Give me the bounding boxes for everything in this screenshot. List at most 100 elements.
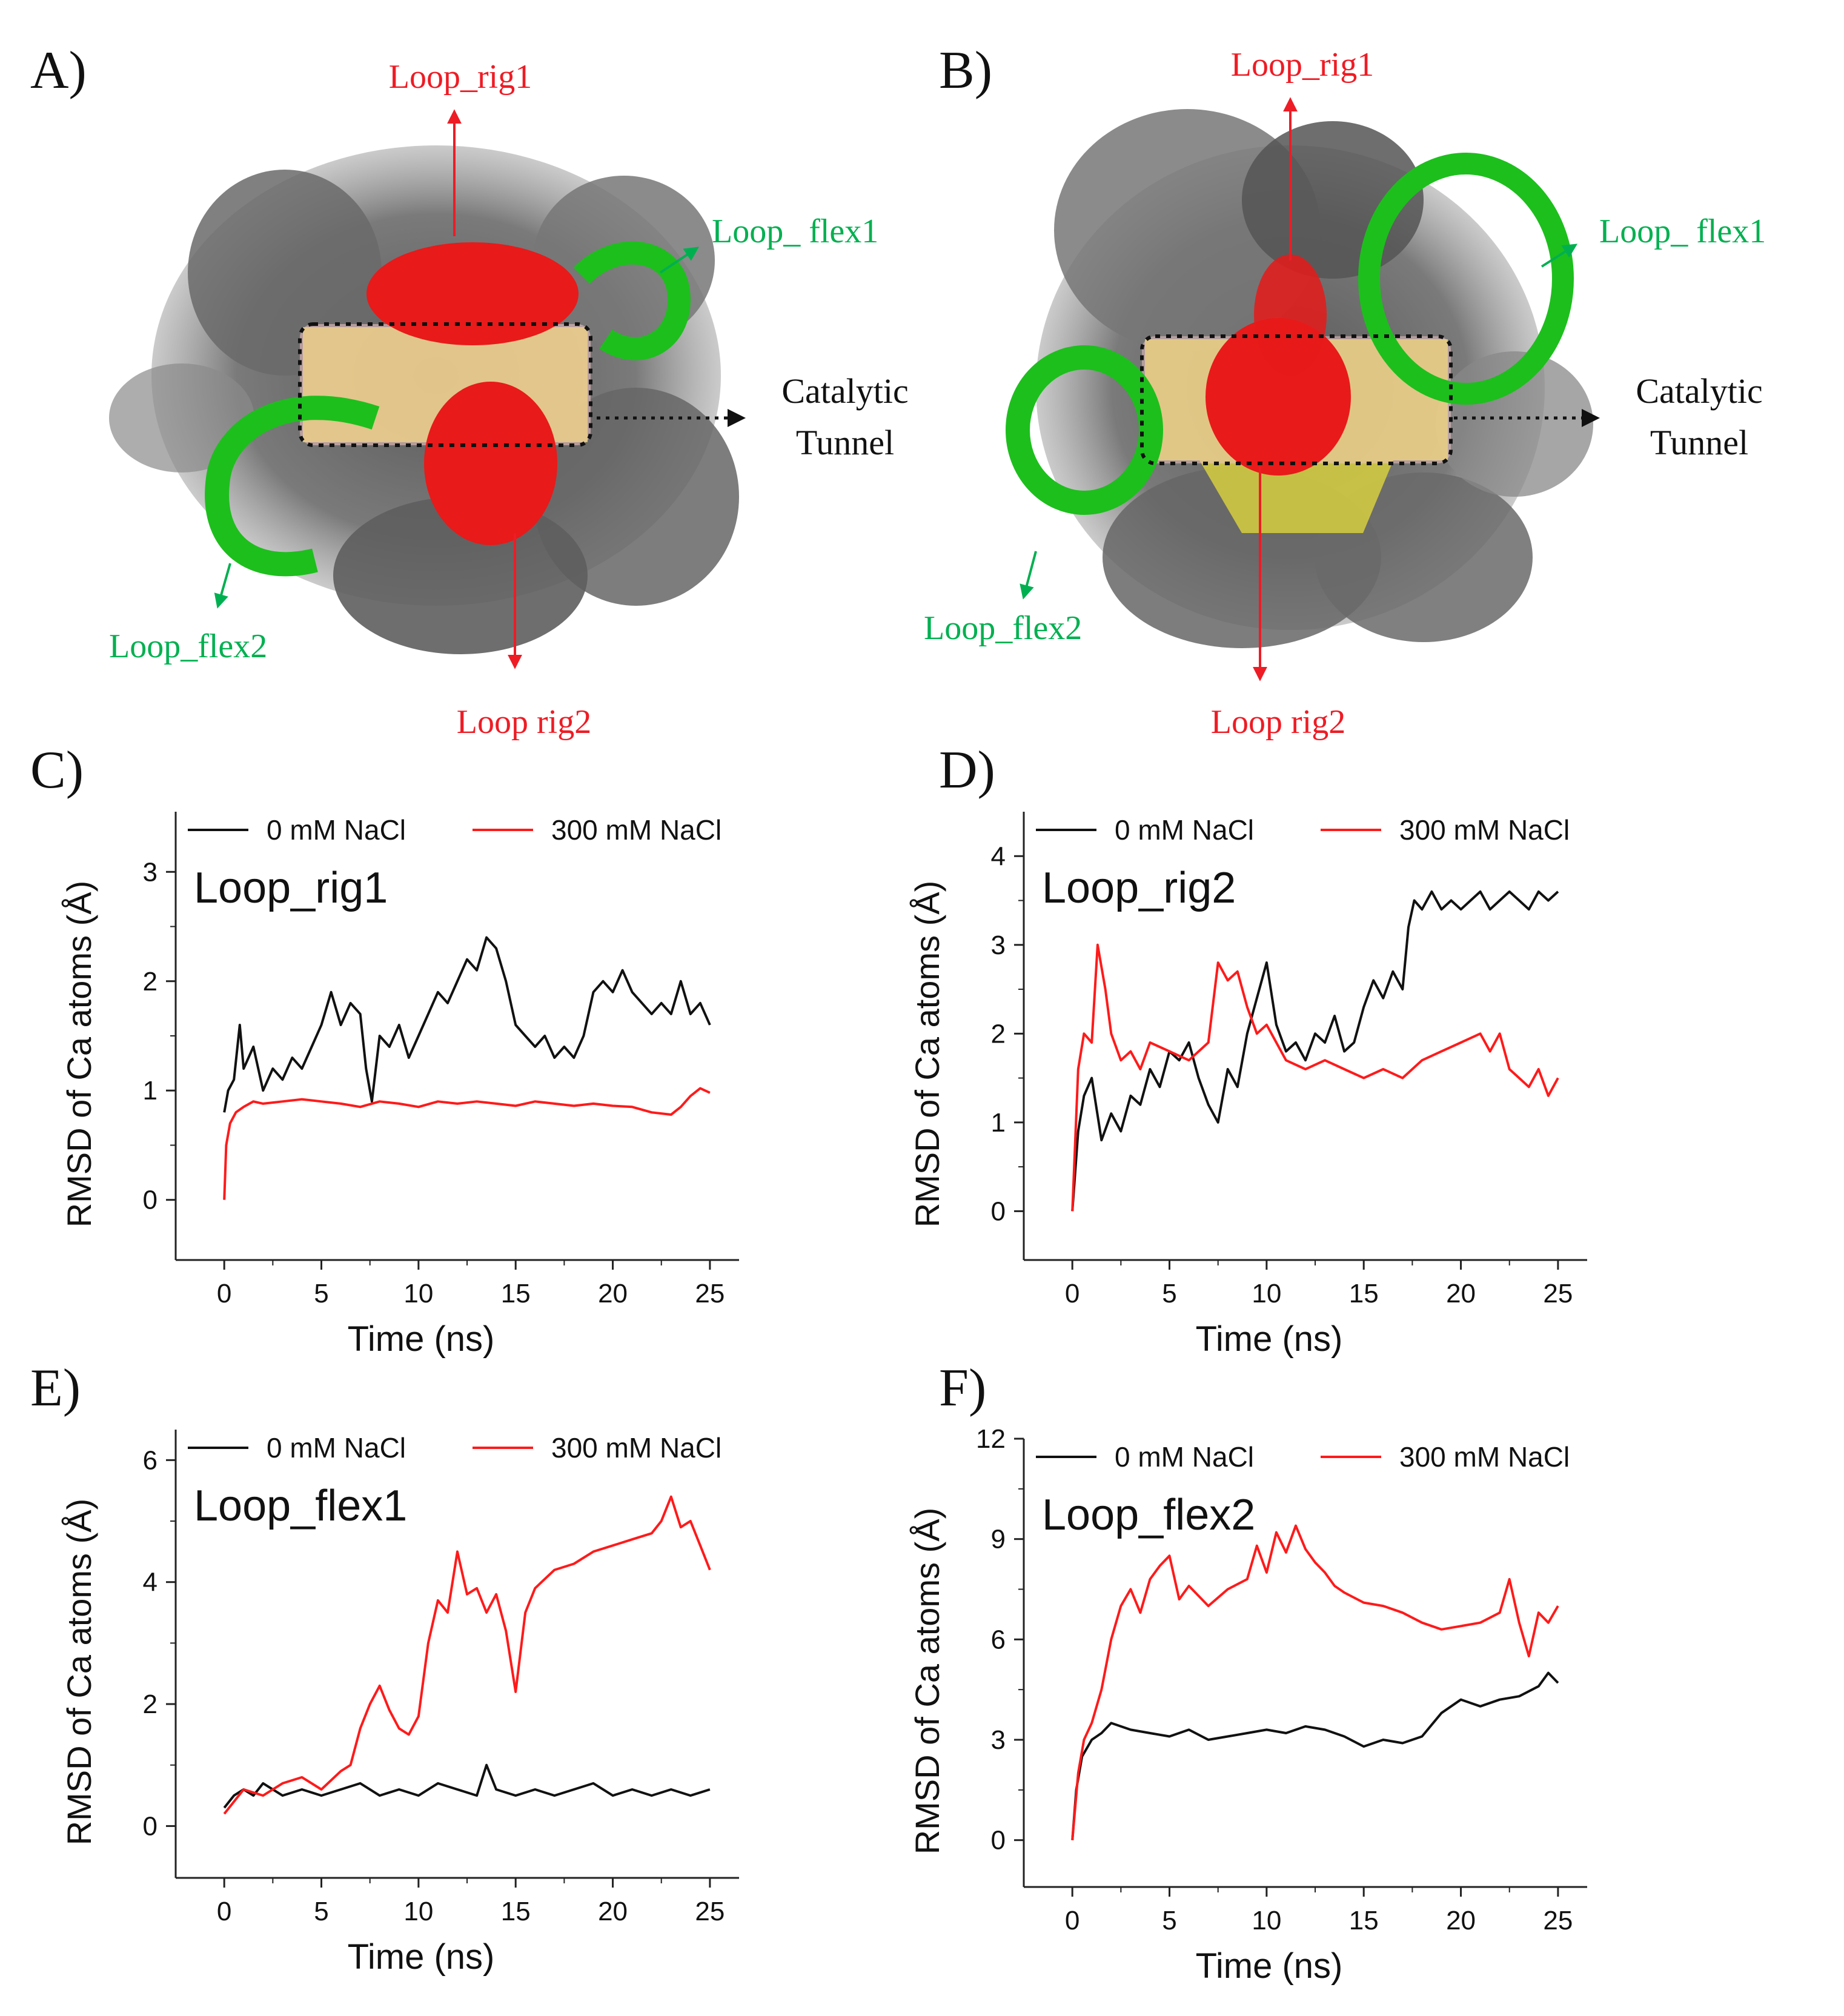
x-tick-label: 0 — [1065, 1279, 1080, 1308]
protein-cartoon-a — [109, 145, 739, 654]
y-tick-label: 3 — [143, 857, 158, 887]
series-line-300mM — [223, 1087, 711, 1200]
y-tick-label: 0 — [143, 1811, 158, 1841]
series-line-300mM — [1071, 943, 1559, 1212]
y-tick-label: 4 — [143, 1568, 158, 1597]
x-tick-label: 5 — [1162, 1906, 1176, 1935]
x-axis-label: Time (ns) — [1196, 1946, 1343, 1986]
series-line-0mM — [1071, 1671, 1559, 1840]
x-tick-label: 25 — [695, 1279, 725, 1308]
y-tick-label: 1 — [991, 1108, 1006, 1138]
label-loop-rig1-a: Loop_rig1 — [389, 58, 532, 96]
y-tick-label: 1 — [143, 1076, 158, 1106]
label-loop-flex1-a: Loop_ flex1 — [712, 213, 878, 250]
chart-loop-rig2: 0 5 10 15 20 25 0 1 2 3 4 Time (ns) RMSD of Ca atoms… — [908, 812, 1587, 1359]
label-tunnel-b-line2: Tunnel — [1650, 423, 1748, 462]
x-tick-label: 0 — [217, 1279, 231, 1308]
legend-label: 300 mM NaCl — [1399, 1441, 1570, 1473]
y-tick-label: 0 — [991, 1196, 1006, 1226]
x-tick-label: 20 — [598, 1279, 628, 1308]
x-tick-label: 15 — [501, 1897, 531, 1926]
x-tick-label: 10 — [403, 1897, 433, 1926]
series-line-0mM — [223, 936, 711, 1113]
x-tick-label: 0 — [217, 1897, 231, 1926]
panel-letter-c: C) — [30, 741, 84, 800]
legend-label: 300 mM NaCl — [551, 1432, 721, 1464]
y-tick-label: 0 — [143, 1185, 158, 1215]
label-loop-flex1-b: Loop_ flex1 — [1599, 213, 1766, 250]
y-tick-label: 6 — [991, 1625, 1006, 1654]
chart-loop-rig1: 0 5 10 15 20 25 0 1 2 3 Time (ns) RMSD of Ca atoms … — [60, 812, 739, 1359]
y-tick-label: 2 — [143, 1689, 158, 1719]
x-axis-label: Time (ns) — [348, 1937, 495, 1977]
x-tick-label: 15 — [1349, 1906, 1379, 1935]
loop-flex1-b — [1358, 153, 1574, 405]
panel-letter-f: F) — [939, 1359, 986, 1418]
y-axis-label: RMSD of Ca atoms (Å) — [908, 1508, 946, 1855]
label-tunnel-a-line2: Tunnel — [796, 423, 894, 462]
legend-label: 0 mM NaCl — [267, 814, 406, 846]
y-tick-label: 0 — [991, 1826, 1006, 1855]
label-tunnel-a-line1: Catalytic — [781, 371, 908, 411]
x-tick-label: 20 — [1446, 1279, 1476, 1308]
x-tick-label: 10 — [1252, 1906, 1281, 1935]
structure-panel-a: A) Loop_rig1 Loop rig2 Loop_ flex1 Loop_… — [30, 41, 909, 741]
label-loop-rig1-b: Loop_rig1 — [1231, 46, 1374, 84]
series-line-0mM — [1071, 890, 1559, 1212]
x-tick-label: 5 — [314, 1897, 328, 1926]
panel-letter-d: D) — [939, 741, 995, 800]
loop-flex2-b — [1006, 345, 1163, 515]
x-axis-label: Time (ns) — [348, 1319, 495, 1359]
x-tick-label: 10 — [1252, 1279, 1281, 1308]
chart-title: Loop_rig1 — [194, 864, 388, 912]
chart-loop-flex2: 0 5 10 15 20 25 0 3 6 9 12 Time (ns) RMSD of Ca atom… — [908, 1424, 1587, 1986]
y-axis-label: RMSD of Ca atoms (Å) — [60, 881, 98, 1228]
y-tick-label: 3 — [991, 1725, 1006, 1755]
x-tick-label: 5 — [314, 1279, 328, 1308]
label-tunnel-b-line1: Catalytic — [1636, 371, 1762, 411]
x-tick-label: 5 — [1162, 1279, 1176, 1308]
y-axis-label: RMSD of Ca atoms (Å) — [908, 881, 946, 1228]
y-tick-label: 2 — [991, 1019, 1006, 1049]
y-tick-label: 2 — [143, 967, 158, 996]
x-tick-label: 25 — [1543, 1906, 1573, 1935]
chart-title: Loop_flex1 — [194, 1482, 407, 1530]
y-tick-label: 4 — [991, 841, 1006, 871]
x-tick-label: 25 — [1543, 1279, 1573, 1308]
structure-panel-b: B) Loop_rig1 Loop rig2 Loop_ flex1 Loop_… — [924, 41, 1766, 741]
series-line-300mM — [223, 1495, 711, 1815]
x-tick-label: 15 — [501, 1279, 531, 1308]
x-tick-label: 0 — [1065, 1906, 1080, 1935]
x-axis-label: Time (ns) — [1196, 1319, 1343, 1359]
panel-letter-a: A) — [30, 41, 87, 100]
legend-label: 0 mM NaCl — [1115, 814, 1254, 846]
series-line-300mM — [1071, 1524, 1559, 1840]
panel-letter-b: B) — [939, 41, 992, 100]
chart-loop-flex1: 0 5 10 15 20 25 0 2 4 6 Time (ns) RMSD of Ca atoms … — [60, 1430, 739, 1977]
y-tick-label: 9 — [991, 1525, 1006, 1554]
y-axis-label: RMSD of Ca atoms (Å) — [60, 1499, 98, 1846]
label-loop-rig2-a: Loop rig2 — [457, 703, 591, 741]
label-loop-rig2-b: Loop rig2 — [1211, 703, 1345, 741]
y-tick-label: 3 — [991, 930, 1006, 960]
legend-label: 0 mM NaCl — [267, 1432, 406, 1464]
loop-flex2-a — [205, 396, 380, 577]
x-tick-label: 20 — [1446, 1906, 1476, 1935]
label-loop-flex2-b: Loop_flex2 — [924, 609, 1082, 647]
y-tick-label: 12 — [976, 1424, 1006, 1454]
x-tick-label: 15 — [1349, 1279, 1379, 1308]
chart-title: Loop_rig2 — [1042, 864, 1236, 912]
legend-label: 0 mM NaCl — [1115, 1441, 1254, 1473]
protein-cartoon-b — [1006, 109, 1593, 648]
label-loop-flex2-a: Loop_flex2 — [109, 628, 267, 665]
y-tick-label: 6 — [143, 1445, 158, 1475]
chart-title: Loop_flex2 — [1042, 1491, 1255, 1539]
x-tick-label: 25 — [695, 1897, 725, 1926]
x-tick-label: 10 — [403, 1279, 433, 1308]
legend-label: 300 mM NaCl — [551, 814, 721, 846]
loop-rig1-a — [366, 242, 579, 345]
x-tick-label: 20 — [598, 1897, 628, 1926]
loop-flex1-a — [573, 241, 691, 360]
series-line-0mM — [223, 1763, 711, 1809]
